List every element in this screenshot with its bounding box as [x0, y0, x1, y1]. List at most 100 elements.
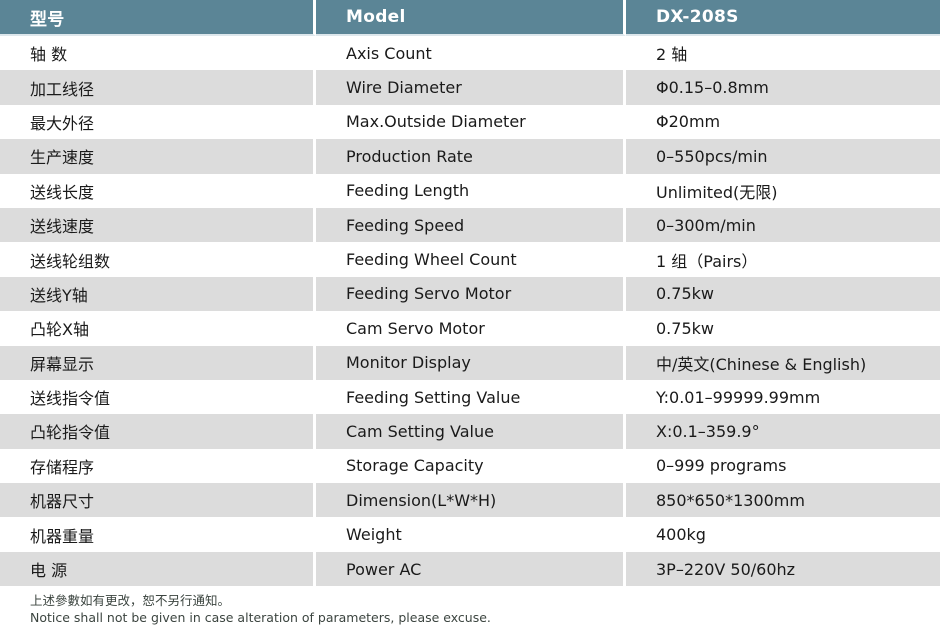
row-label-en: Feeding Length — [346, 181, 470, 201]
spec-table: 型号 Model DX-208S 轴 数 Axis Count 2 轴 加工线径… — [0, 0, 940, 587]
cell-value: 中/英文(Chinese & English) — [626, 345, 940, 380]
row-label-en: Power AC — [346, 559, 422, 579]
row-value: Φ20mm — [656, 112, 721, 132]
cell-label-cn: 轴 数 — [0, 36, 316, 71]
table-row: 屏幕显示 Monitor Display 中/英文(Chinese & Engl… — [0, 345, 940, 380]
cell-label-cn: 生产速度 — [0, 139, 316, 174]
row-value: Φ0.15–0.8mm — [656, 78, 769, 98]
cell-value: Unlimited(无限) — [626, 173, 940, 208]
cell-label-en: Axis Count — [316, 36, 626, 71]
cell-value: 0.75kw — [626, 311, 940, 346]
table-row: 送线指令值 Feeding Setting Value Y:0.01–99999… — [0, 379, 940, 415]
table-row: 最大外径 Max.Outside Diameter Φ20mm — [0, 104, 940, 140]
row-value: 0.75kw — [656, 284, 714, 304]
cell-label-cn: 最大外径 — [0, 104, 316, 140]
row-label-en: Axis Count — [346, 43, 432, 63]
row-label-cn: 机器重量 — [30, 526, 95, 546]
row-label-cn: 机器尺寸 — [30, 492, 95, 512]
cell-label-en: Feeding Setting Value — [316, 379, 626, 415]
table-row: 生产速度 Production Rate 0–550pcs/min — [0, 139, 940, 174]
row-label-en: Feeding Speed — [346, 215, 465, 235]
cell-label-en: Weight — [316, 517, 626, 552]
cell-label-cn: 送线长度 — [0, 173, 316, 208]
header-cell-model-value: DX-208S — [626, 0, 940, 36]
row-label-cn: 送线速度 — [30, 217, 95, 237]
cell-value: 0–300m/min — [626, 207, 940, 243]
row-value: 2 轴 — [656, 45, 688, 65]
row-value: 850*650*1300mm — [656, 490, 805, 510]
cell-label-cn: 送线轮组数 — [0, 242, 316, 277]
table-row: 送线Y轴 Feeding Servo Motor 0.75kw — [0, 276, 940, 312]
cell-label-en: Monitor Display — [316, 345, 626, 380]
row-label-cn: 存储程序 — [30, 457, 95, 477]
table-header-row: 型号 Model DX-208S — [0, 0, 940, 36]
table-row: 轴 数 Axis Count 2 轴 — [0, 36, 940, 71]
cell-value: 850*650*1300mm — [626, 483, 940, 518]
row-label-cn: 送线轮组数 — [30, 251, 111, 271]
cell-label-en: Cam Setting Value — [316, 414, 626, 449]
cell-label-en: Wire Diameter — [316, 70, 626, 105]
cell-value: 0.75kw — [626, 276, 940, 312]
table-row: 送线长度 Feeding Length Unlimited(无限) — [0, 173, 940, 208]
note-line-cn: 上述參數如有更改，恕不另行通知。 — [30, 593, 231, 609]
row-value: 3P–220V 50/60hz — [656, 559, 796, 579]
row-value: 0–300m/min — [656, 215, 756, 235]
row-label-en: Feeding Servo Motor — [346, 284, 512, 304]
row-label-cn: 送线Y轴 — [30, 285, 88, 305]
row-value: Y:0.01–99999.99mm — [656, 387, 821, 407]
row-label-en: Production Rate — [346, 146, 473, 166]
header-label-model-cn: 型号 — [30, 9, 65, 30]
row-label-cn: 最大外径 — [30, 113, 95, 133]
table-row: 送线轮组数 Feeding Wheel Count 1 组（Pairs） — [0, 242, 940, 277]
cell-label-cn: 机器尺寸 — [0, 483, 316, 518]
cell-label-en: Feeding Wheel Count — [316, 242, 626, 277]
cell-label-cn: 屏幕显示 — [0, 345, 316, 380]
row-label-en: Max.Outside Diameter — [346, 112, 526, 132]
cell-label-cn: 送线指令值 — [0, 379, 316, 415]
cell-value: 2 轴 — [626, 36, 940, 71]
cell-label-en: Feeding Length — [316, 173, 626, 208]
table-row: 电 源 Power AC 3P–220V 50/60hz — [0, 551, 940, 587]
row-value: 中/英文(Chinese & English) — [656, 354, 867, 374]
cell-label-cn: 凸轮X轴 — [0, 311, 316, 346]
cell-value: 400kg — [626, 517, 940, 552]
table-row: 送线速度 Feeding Speed 0–300m/min — [0, 207, 940, 243]
cell-label-en: Cam Servo Motor — [316, 311, 626, 346]
row-value: Unlimited(无限) — [656, 182, 778, 202]
header-cell-model-en: Model — [316, 0, 626, 36]
cell-label-en: Max.Outside Diameter — [316, 104, 626, 140]
spec-table-body: 轴 数 Axis Count 2 轴 加工线径 Wire Diameter Φ0… — [0, 36, 940, 587]
row-value: 1 组（Pairs） — [656, 251, 758, 271]
row-label-cn: 加工线径 — [30, 79, 95, 99]
row-label-en: Weight — [346, 525, 402, 545]
table-row: 加工线径 Wire Diameter Φ0.15–0.8mm — [0, 70, 940, 105]
note-line-en: Notice shall not be given in case altera… — [30, 609, 491, 625]
row-label-en: Wire Diameter — [346, 78, 462, 98]
cell-value: 3P–220V 50/60hz — [626, 551, 940, 587]
cell-value: Y:0.01–99999.99mm — [626, 379, 940, 415]
cell-label-cn: 存储程序 — [0, 448, 316, 484]
cell-value: X:0.1–359.9° — [626, 414, 940, 449]
row-value: 0–999 programs — [656, 456, 787, 476]
row-label-cn: 轴 数 — [30, 45, 68, 65]
cell-label-cn: 凸轮指令值 — [0, 414, 316, 449]
row-value: X:0.1–359.9° — [656, 421, 760, 441]
cell-label-en: Feeding Speed — [316, 207, 626, 243]
row-label-en: Storage Capacity — [346, 456, 484, 476]
cell-label-cn: 送线速度 — [0, 207, 316, 243]
row-label-cn: 凸轮X轴 — [30, 320, 89, 340]
row-label-en: Cam Servo Motor — [346, 318, 485, 338]
table-row: 机器重量 Weight 400kg — [0, 517, 940, 552]
cell-value: 1 组（Pairs） — [626, 242, 940, 277]
header-label-model-value: DX-208S — [656, 7, 739, 27]
cell-label-en: Storage Capacity — [316, 448, 626, 484]
table-row: 机器尺寸 Dimension(L*W*H) 850*650*1300mm — [0, 483, 940, 518]
header-cell-model-cn: 型号 — [0, 0, 316, 36]
row-label-en: Monitor Display — [346, 353, 471, 373]
cell-label-cn: 送线Y轴 — [0, 276, 316, 312]
row-label-cn: 送线长度 — [30, 182, 95, 202]
table-row: 凸轮指令值 Cam Setting Value X:0.1–359.9° — [0, 414, 940, 449]
row-label-cn: 屏幕显示 — [30, 354, 95, 374]
row-label-cn: 凸轮指令值 — [30, 423, 111, 443]
